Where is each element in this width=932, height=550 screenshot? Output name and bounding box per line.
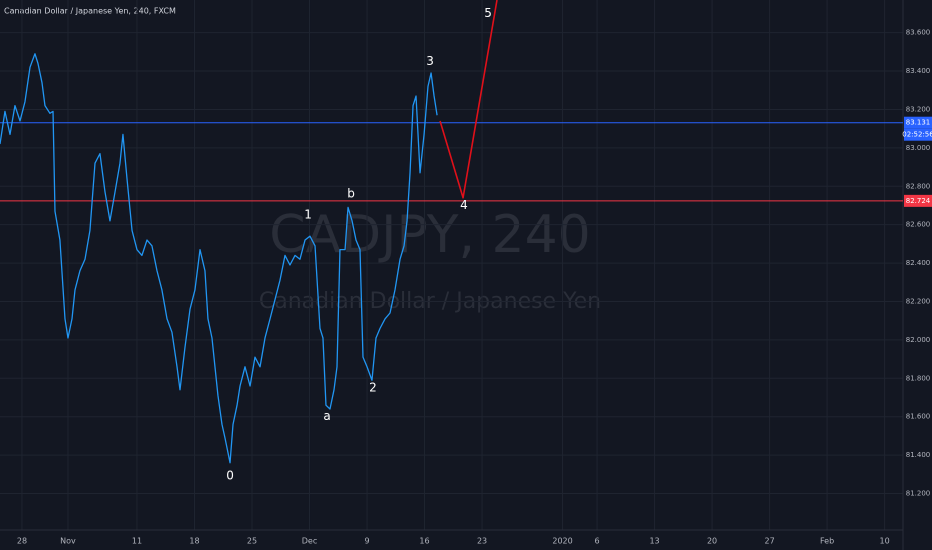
wave-label: 2 [369, 380, 377, 394]
price-label-box [904, 116, 932, 129]
y-tick-label: 82.600 [906, 221, 931, 229]
x-tick-label: Feb [820, 537, 834, 546]
y-tick-label: 83.600 [906, 29, 931, 37]
wave-label: 4 [460, 198, 468, 212]
x-tick-label: 10 [880, 537, 890, 546]
x-tick-label: 13 [649, 537, 659, 546]
wave-label: 5 [484, 6, 492, 20]
x-tick-label: Dec [302, 537, 317, 546]
x-tick-label: 6 [595, 537, 600, 546]
y-tick-label: 82.000 [906, 336, 931, 344]
x-tick-label: 28 [17, 537, 27, 546]
y-tick-label: 83.000 [906, 144, 931, 152]
watermark: CADJPY, 240 [269, 205, 591, 265]
countdown: 02:52:56 [902, 131, 932, 139]
x-tick-label: 20 [707, 537, 717, 546]
series-line [439, 0, 498, 199]
price-label: 83.131 [906, 119, 931, 127]
wave-label: 1 [304, 208, 312, 222]
chart-title: Canadian Dollar / Japanese Yen, 240, FXC… [4, 7, 176, 16]
x-tick-label: 25 [247, 537, 257, 546]
y-tick-label: 81.400 [906, 451, 931, 459]
x-tick-label: 16 [419, 537, 429, 546]
y-tick-label: 81.800 [906, 374, 931, 382]
y-tick-label: 81.200 [906, 490, 931, 498]
x-tick-label: 11 [132, 537, 142, 546]
x-tick-label: 2020 [552, 537, 572, 546]
price-label-box [904, 194, 932, 207]
series-line [0, 53, 438, 464]
x-tick-label: Nov [60, 537, 76, 546]
wave-label: 3 [426, 54, 434, 68]
y-tick-label: 82.200 [906, 297, 931, 305]
wave-label: a [323, 409, 330, 423]
y-tick-label: 81.600 [906, 413, 931, 421]
x-tick-label: 27 [764, 537, 774, 546]
countdown-box [904, 128, 932, 141]
y-tick-label: 82.800 [906, 182, 931, 190]
x-tick-label: 23 [477, 537, 487, 546]
price-label: 82.724 [906, 197, 931, 205]
y-tick-label: 83.400 [906, 67, 931, 75]
wave-label: 0 [226, 469, 234, 483]
y-tick-label: 83.200 [906, 105, 931, 113]
wave-label: b [347, 186, 355, 200]
y-tick-label: 82.400 [906, 259, 931, 267]
x-tick-label: 18 [189, 537, 199, 546]
x-tick-label: 9 [364, 537, 369, 546]
